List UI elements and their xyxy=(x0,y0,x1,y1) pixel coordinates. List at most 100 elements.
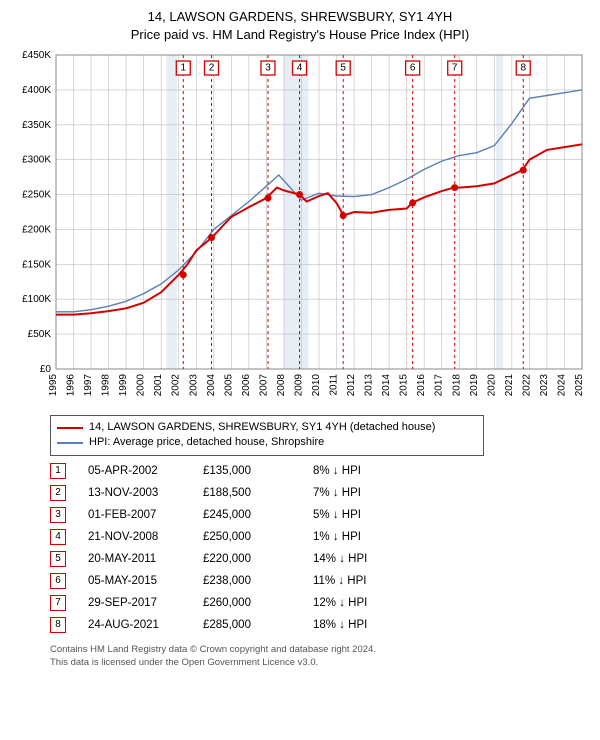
transaction-row: 6 05-MAY-2015£238,00011% ↓ HPI xyxy=(50,570,590,592)
svg-text:2018: 2018 xyxy=(451,374,462,397)
svg-text:2005: 2005 xyxy=(223,374,234,397)
transaction-diff: 1% ↓ HPI xyxy=(313,531,433,543)
legend-label: 14, LAWSON GARDENS, SHREWSBURY, SY1 4YH … xyxy=(89,420,435,435)
svg-text:6: 6 xyxy=(410,63,416,74)
svg-text:2020: 2020 xyxy=(486,374,497,397)
svg-text:2002: 2002 xyxy=(171,374,182,397)
svg-text:2023: 2023 xyxy=(539,374,550,397)
svg-text:2019: 2019 xyxy=(469,374,480,397)
legend-swatch xyxy=(57,442,83,444)
svg-text:2003: 2003 xyxy=(188,374,199,397)
svg-text:£100K: £100K xyxy=(22,294,51,305)
transaction-price: £188,500 xyxy=(203,487,313,499)
svg-text:2011: 2011 xyxy=(329,374,340,396)
transaction-date: 29-SEP-2017 xyxy=(88,597,203,609)
transaction-marker: 2 xyxy=(50,485,66,501)
transaction-diff: 12% ↓ HPI xyxy=(313,597,433,609)
transaction-date: 13-NOV-2003 xyxy=(88,487,203,499)
svg-text:2012: 2012 xyxy=(346,374,357,397)
transaction-marker: 8 xyxy=(50,617,66,633)
transaction-price: £260,000 xyxy=(203,597,313,609)
svg-text:£450K: £450K xyxy=(22,50,51,61)
svg-text:2007: 2007 xyxy=(258,374,269,397)
svg-text:£350K: £350K xyxy=(22,120,51,131)
transaction-price: £245,000 xyxy=(203,509,313,521)
svg-text:2: 2 xyxy=(209,63,215,74)
transaction-price: £285,000 xyxy=(203,619,313,631)
transaction-marker: 3 xyxy=(50,507,66,523)
legend-swatch xyxy=(57,427,83,429)
svg-text:3: 3 xyxy=(265,63,271,74)
svg-text:8: 8 xyxy=(520,63,526,74)
transaction-price: £238,000 xyxy=(203,575,313,587)
transaction-marker: 6 xyxy=(50,573,66,589)
transaction-date: 05-MAY-2015 xyxy=(88,575,203,587)
svg-text:2001: 2001 xyxy=(153,374,164,397)
svg-text:2000: 2000 xyxy=(136,374,147,397)
svg-text:5: 5 xyxy=(340,63,346,74)
chart-svg: £0£50K£100K£150K£200K£250K£300K£350K£400… xyxy=(10,49,590,409)
svg-text:£0: £0 xyxy=(40,364,52,375)
svg-text:2015: 2015 xyxy=(399,374,410,397)
transaction-date: 20-MAY-2011 xyxy=(88,553,203,565)
transaction-date: 01-FEB-2007 xyxy=(88,509,203,521)
transaction-diff: 5% ↓ HPI xyxy=(313,509,433,521)
transaction-diff: 8% ↓ HPI xyxy=(313,465,433,477)
footer-line: This data is licensed under the Open Gov… xyxy=(50,657,590,670)
legend-item: HPI: Average price, detached house, Shro… xyxy=(57,435,477,450)
svg-text:2024: 2024 xyxy=(556,374,567,397)
svg-text:2017: 2017 xyxy=(434,374,445,397)
svg-text:1996: 1996 xyxy=(66,374,77,397)
legend-item: 14, LAWSON GARDENS, SHREWSBURY, SY1 4YH … xyxy=(57,420,477,435)
svg-text:2013: 2013 xyxy=(364,374,375,397)
transaction-row: 7 29-SEP-2017£260,00012% ↓ HPI xyxy=(50,592,590,614)
transaction-row: 213-NOV-2003£188,5007% ↓ HPI xyxy=(50,482,590,504)
legend: 14, LAWSON GARDENS, SHREWSBURY, SY1 4YH … xyxy=(50,415,484,456)
svg-text:£400K: £400K xyxy=(22,85,51,96)
svg-text:1: 1 xyxy=(181,63,187,74)
svg-text:£50K: £50K xyxy=(28,329,52,340)
svg-text:1997: 1997 xyxy=(83,374,94,397)
svg-text:2022: 2022 xyxy=(521,374,532,397)
svg-text:2014: 2014 xyxy=(381,374,392,397)
transaction-price: £135,000 xyxy=(203,465,313,477)
svg-text:4: 4 xyxy=(297,63,303,74)
chart-title: 14, LAWSON GARDENS, SHREWSBURY, SY1 4YH … xyxy=(10,8,590,43)
svg-text:£150K: £150K xyxy=(22,259,51,270)
transaction-diff: 11% ↓ HPI xyxy=(313,575,433,587)
svg-text:1995: 1995 xyxy=(48,374,59,397)
transaction-price: £220,000 xyxy=(203,553,313,565)
transaction-row: 3 01-FEB-2007£245,0005% ↓ HPI xyxy=(50,504,590,526)
legend-label: HPI: Average price, detached house, Shro… xyxy=(89,435,324,450)
transaction-row: 4 21-NOV-2008£250,0001% ↓ HPI xyxy=(50,526,590,548)
svg-text:2010: 2010 xyxy=(311,374,322,397)
svg-text:2008: 2008 xyxy=(276,374,287,397)
transaction-date: 05-APR-2002 xyxy=(88,465,203,477)
transaction-row: 1 05-APR-2002£135,0008% ↓ HPI xyxy=(50,460,590,482)
transaction-row: 8 24-AUG-2021£285,00018% ↓ HPI xyxy=(50,614,590,636)
svg-text:£300K: £300K xyxy=(22,155,51,166)
transactions-table: 1 05-APR-2002£135,0008% ↓ HPI 2 13-NOV-2003… xyxy=(50,460,590,636)
svg-text:2025: 2025 xyxy=(574,374,585,397)
transaction-row: 520-MAY-2011£220,00014% ↓ HPI xyxy=(50,548,590,570)
transaction-diff: 14% ↓ HPI xyxy=(313,553,433,565)
price-chart: £0£50K£100K£150K£200K£250K£300K£350K£400… xyxy=(10,49,590,409)
transaction-date: 21-NOV-2008 xyxy=(88,531,203,543)
svg-text:1998: 1998 xyxy=(101,374,112,397)
svg-text:2009: 2009 xyxy=(293,374,304,397)
svg-text:2004: 2004 xyxy=(206,374,217,397)
transaction-diff: 18% ↓ HPI xyxy=(313,619,433,631)
title-subtitle: Price paid vs. HM Land Registry's House … xyxy=(10,26,590,44)
svg-text:1999: 1999 xyxy=(118,374,129,397)
svg-text:2016: 2016 xyxy=(416,374,427,397)
svg-text:7: 7 xyxy=(452,63,458,74)
transaction-marker: 7 xyxy=(50,595,66,611)
transaction-date: 24-AUG-2021 xyxy=(88,619,203,631)
transaction-marker: 4 xyxy=(50,529,66,545)
svg-text:£200K: £200K xyxy=(22,225,51,236)
svg-text:2021: 2021 xyxy=(504,374,515,397)
transaction-price: £250,000 xyxy=(203,531,313,543)
transaction-marker: 1 xyxy=(50,463,66,479)
footer-attribution: Contains HM Land Registry data © Crown c… xyxy=(50,644,590,670)
svg-text:2006: 2006 xyxy=(241,374,252,397)
